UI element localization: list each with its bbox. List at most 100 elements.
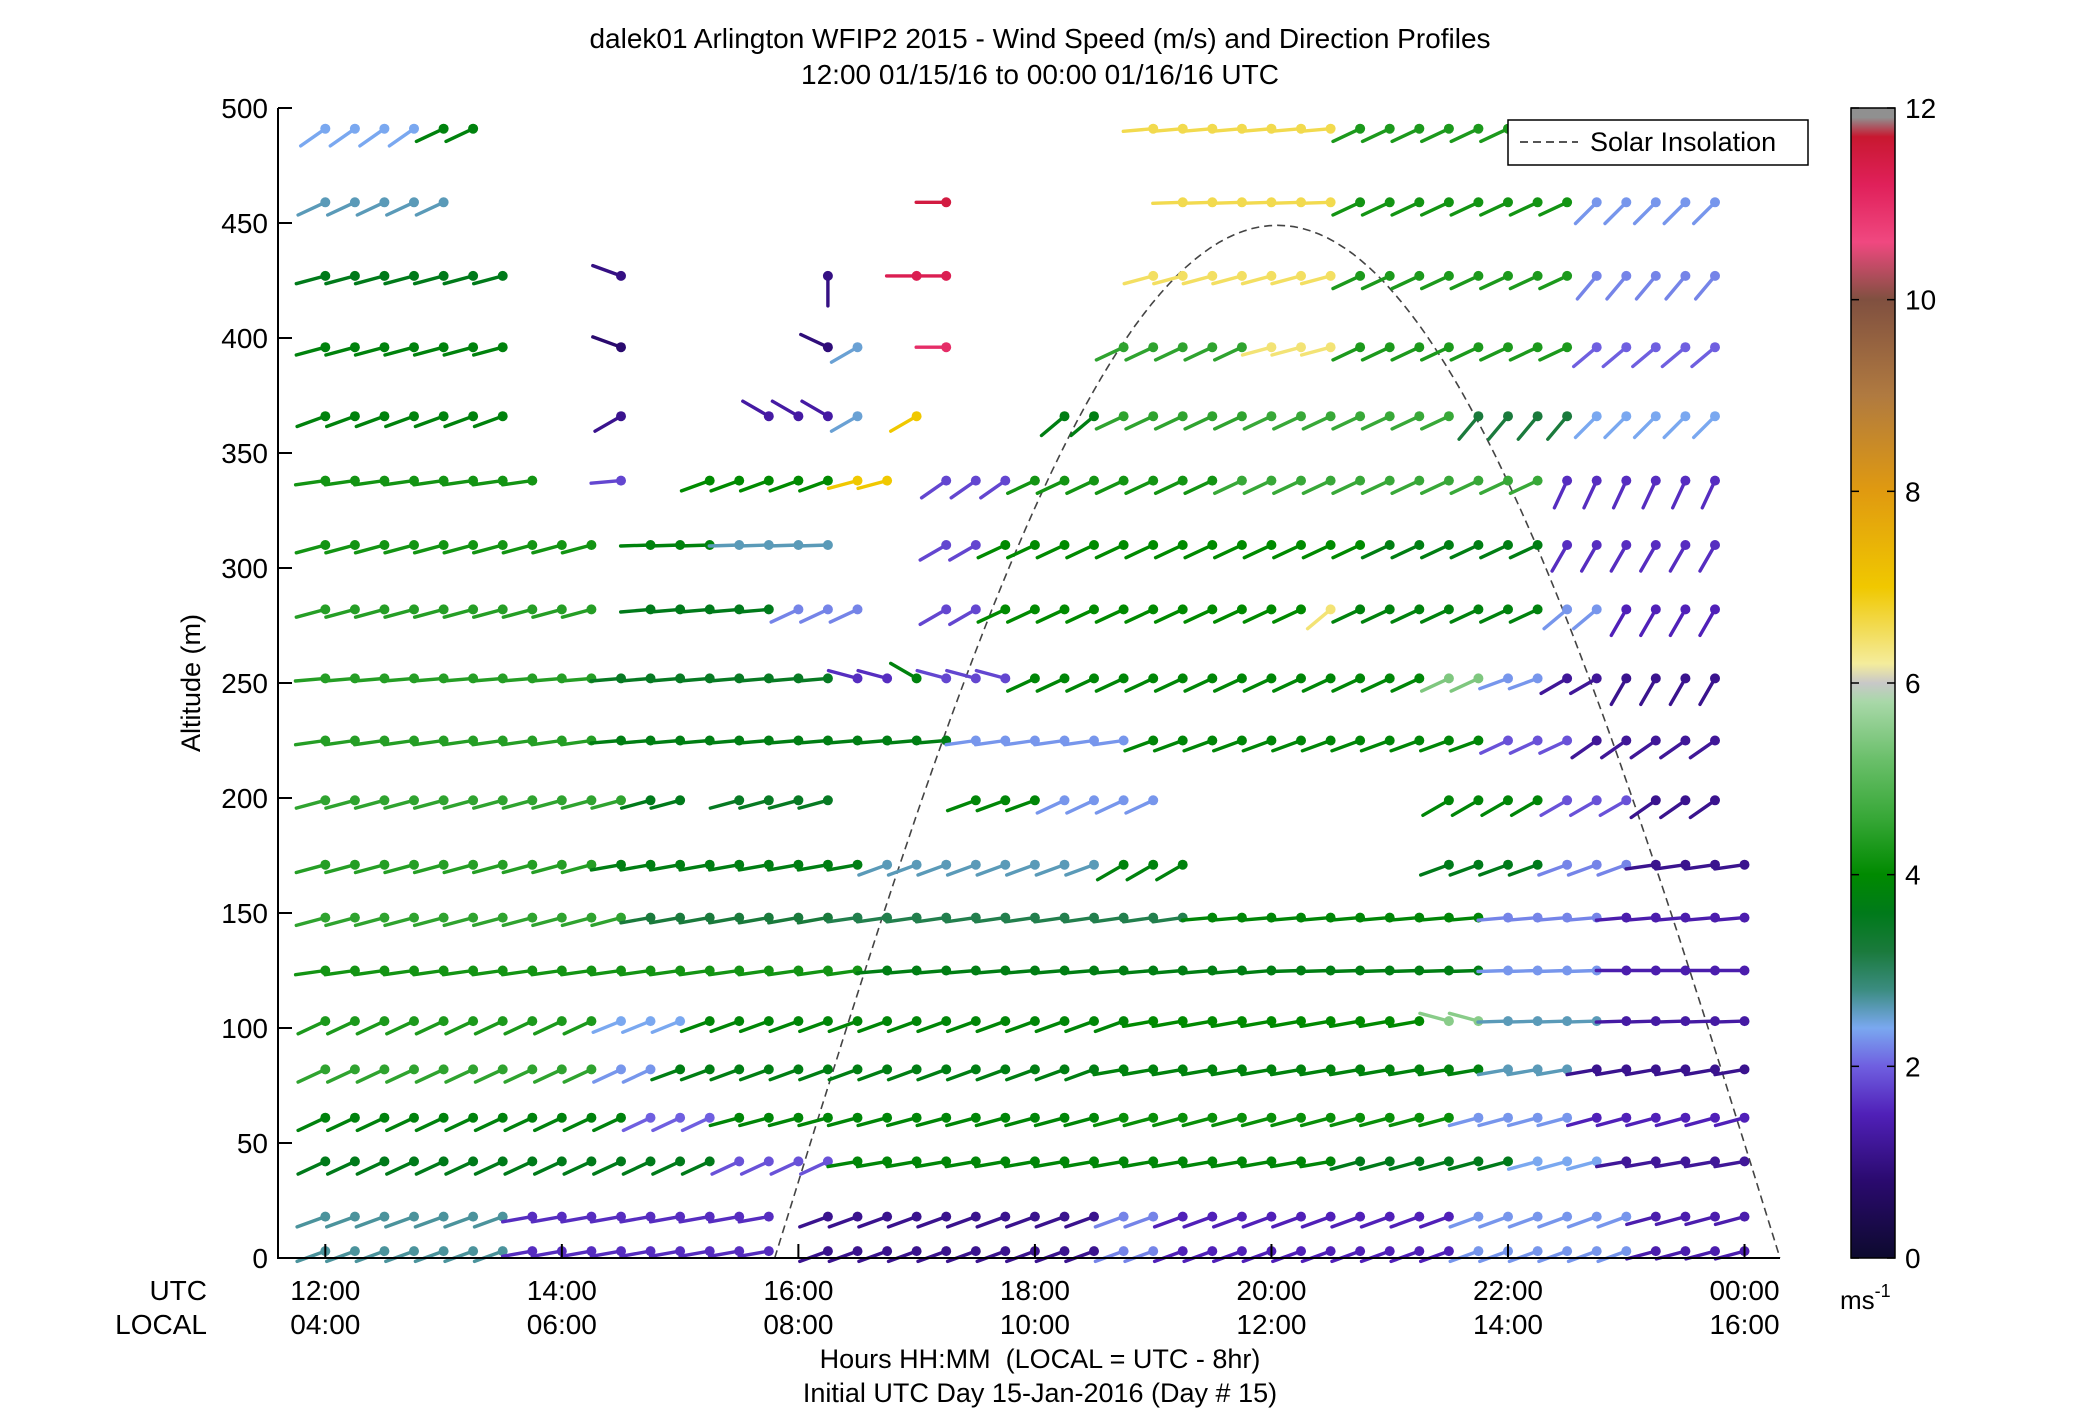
- wind-barb-dot: [1000, 1016, 1011, 1027]
- wind-barb-dot: [1680, 1211, 1691, 1222]
- wind-barb-dot: [556, 795, 567, 806]
- wind-barb-dot: [409, 411, 419, 422]
- x-tick-label-local: 10:00: [1000, 1309, 1070, 1340]
- wind-barb-dot: [1118, 859, 1129, 870]
- wind-barb-dot: [734, 475, 745, 486]
- wind-barb-stick: [1299, 345, 1333, 357]
- wind-barb-stick: [1418, 1011, 1451, 1023]
- wind-barb-dot: [1710, 540, 1720, 550]
- wind-barb-dot: [1059, 673, 1070, 684]
- wind-barb-dot: [1680, 1112, 1691, 1123]
- wind-barb-stick: [1390, 414, 1422, 431]
- wind-barb-stick: [1034, 863, 1067, 877]
- wind-barb-dot: [1739, 1064, 1750, 1075]
- wind-barb-stick: [1300, 1214, 1333, 1229]
- wind-barb-dot: [349, 859, 360, 870]
- wind-barb-stick: [1546, 414, 1569, 441]
- wind-barb-dot: [1591, 475, 1602, 486]
- wind-barb-stick: [1269, 126, 1303, 134]
- wind-barb-stick: [1449, 274, 1481, 291]
- wind-barb-stick: [1419, 126, 1451, 144]
- wind-barb-dot: [1650, 411, 1661, 422]
- wind-barb-dot: [497, 540, 508, 550]
- wind-barb-dot: [438, 859, 449, 870]
- wind-barb-dot: [970, 1156, 981, 1167]
- wind-barb-stick: [1212, 607, 1244, 624]
- wind-barb-stick: [500, 676, 534, 683]
- wind-barb-dot: [1325, 604, 1336, 615]
- wind-barb-dot: [1621, 540, 1632, 550]
- wind-barb-stick: [1301, 414, 1333, 431]
- wind-barb-dot: [1443, 1211, 1454, 1222]
- wind-barb-stick: [1570, 738, 1599, 760]
- wind-barb-dot: [1325, 735, 1336, 746]
- wind-barb-stick: [560, 915, 594, 928]
- wind-barb-dot: [1414, 604, 1425, 615]
- wind-barb-dot: [1384, 270, 1395, 281]
- wind-barb-dot: [1355, 197, 1366, 208]
- wind-barb-stick: [324, 345, 357, 357]
- wind-barb-stick: [1579, 543, 1599, 573]
- wind-barb-stick: [1033, 1115, 1067, 1128]
- wind-barb-dot: [586, 1112, 597, 1123]
- wind-barb-stick: [855, 1159, 889, 1169]
- wind-barb-dot: [1000, 1246, 1011, 1257]
- wind-barb-stick: [1596, 863, 1629, 877]
- wind-barb-dot: [1414, 475, 1425, 486]
- wind-barb-stick: [1121, 126, 1155, 134]
- wind-barb-dot: [1532, 673, 1543, 684]
- wind-barb-dot: [1236, 342, 1247, 353]
- wind-barb-dot: [1059, 1156, 1070, 1167]
- wind-barb-stick: [1598, 798, 1629, 817]
- wind-barb-stick: [1388, 1159, 1422, 1171]
- wind-barb-stick: [1272, 478, 1303, 495]
- wind-barb-stick: [1271, 738, 1303, 753]
- wind-barb-dot: [1029, 604, 1040, 615]
- wind-barb-dot: [1621, 411, 1632, 422]
- wind-barb-dot: [1000, 475, 1011, 486]
- wind-barb-stick: [1211, 1115, 1244, 1128]
- wind-barb-dot: [1710, 197, 1720, 208]
- wind-barb-stick: [737, 607, 771, 614]
- wind-barb-dot: [1207, 342, 1218, 353]
- wind-barb-stick: [1270, 1115, 1303, 1128]
- x-tick-label-utc: 18:00: [1000, 1275, 1070, 1306]
- wind-barb-dot: [1148, 673, 1159, 684]
- wind-barb-dot: [468, 1156, 479, 1167]
- wind-barb-stick: [945, 1067, 978, 1082]
- wind-barb-dot: [1384, 1156, 1395, 1167]
- wind-barb-stick: [648, 543, 682, 548]
- wind-barb-dot: [645, 1064, 656, 1075]
- wind-barb-dot: [970, 1211, 981, 1222]
- wind-barb-dot: [970, 859, 981, 870]
- wind-barb-stick: [766, 676, 801, 683]
- wind-barb-dot: [1503, 270, 1513, 281]
- wind-barb-stick: [1124, 798, 1155, 815]
- wind-barb-dot: [1473, 673, 1484, 684]
- wind-barb-stick: [324, 915, 357, 928]
- wind-barb-dot: [822, 673, 833, 684]
- wind-barb-dot: [941, 1016, 952, 1027]
- wind-barb-dot: [1562, 1246, 1573, 1257]
- wind-barb-stick: [1683, 1159, 1717, 1169]
- x-tick-label-utc: 12:00: [290, 1275, 360, 1306]
- wind-barb-dot: [734, 795, 745, 806]
- wind-barb-stick: [1124, 478, 1155, 495]
- wind-barb-dot: [468, 1211, 479, 1222]
- wind-barb-stick: [1122, 274, 1155, 286]
- wind-barb-dot: [468, 1064, 479, 1075]
- wind-barb-dot: [1384, 197, 1395, 208]
- wind-barb-dot: [349, 795, 360, 806]
- wind-barb-stick: [1507, 676, 1540, 691]
- wind-barb-dot: [1532, 1156, 1543, 1167]
- y-tick-label: 250: [221, 668, 268, 699]
- wind-barb-stick: [562, 1067, 594, 1084]
- wind-barb-stick: [1211, 1249, 1244, 1264]
- wind-barb-dot: [675, 1211, 686, 1222]
- wind-barb-stick: [562, 1115, 594, 1133]
- wind-barb-stick: [383, 274, 416, 286]
- wind-barb-dot: [1562, 197, 1573, 208]
- wind-barb-dot: [1296, 1064, 1306, 1075]
- wind-barb-dot: [1562, 1064, 1573, 1075]
- wind-barb-stick: [1299, 1067, 1333, 1077]
